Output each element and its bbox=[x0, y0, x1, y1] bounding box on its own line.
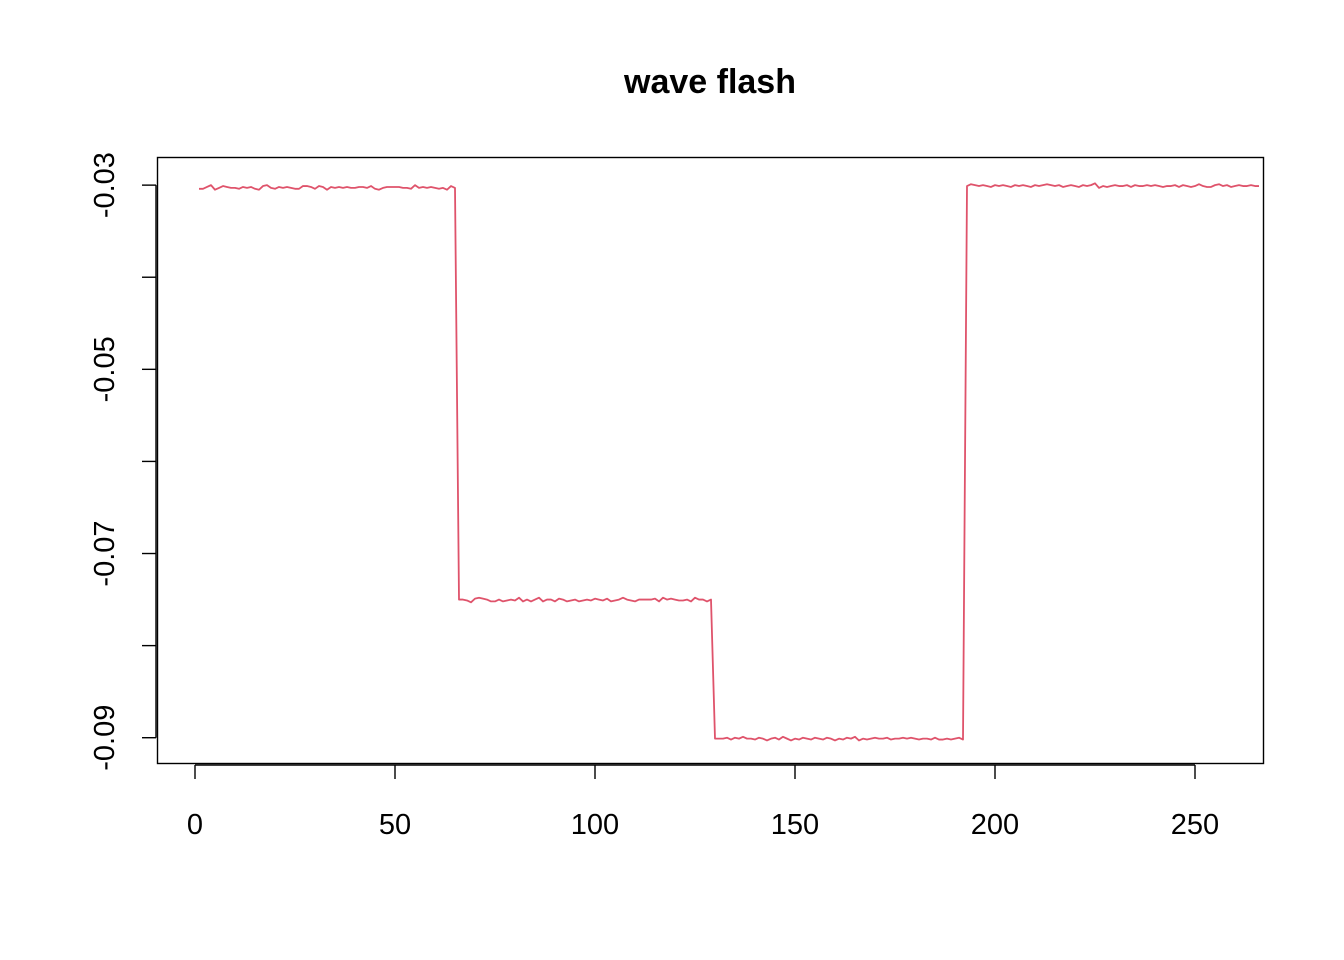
x-tick-label: 50 bbox=[379, 809, 411, 841]
series-line bbox=[199, 182, 1259, 742]
x-tick-label: 250 bbox=[1171, 809, 1219, 841]
x-tick-label: 200 bbox=[971, 809, 1019, 841]
series-group bbox=[199, 182, 1259, 742]
chart-title: wave flash bbox=[623, 63, 796, 101]
plot-frame bbox=[156, 156, 1265, 765]
x-axis: 0 50 100 150 200 250 bbox=[187, 764, 1219, 841]
x-tick-label: 0 bbox=[187, 809, 203, 841]
y-tick-label: -0.09 bbox=[89, 705, 121, 771]
x-tick-label: 150 bbox=[771, 809, 819, 841]
y-tick-label: -0.05 bbox=[89, 336, 121, 402]
y-axis: -0.03 -0.05 -0.07 -0.09 bbox=[89, 152, 157, 771]
x-tick-label: 100 bbox=[571, 809, 619, 841]
y-tick-label: -0.03 bbox=[89, 152, 121, 218]
y-tick-label: -0.07 bbox=[89, 520, 121, 586]
